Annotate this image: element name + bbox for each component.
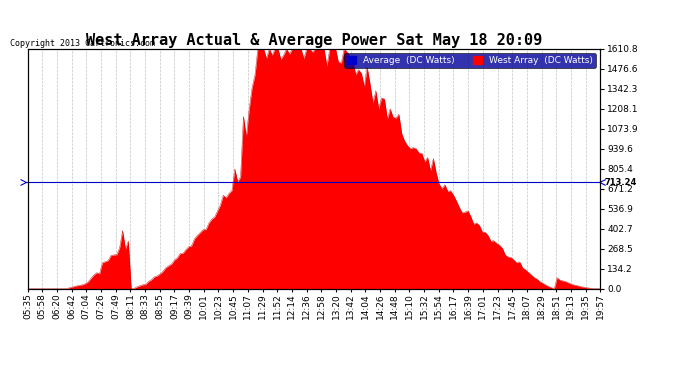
Text: 713.24: 713.24 [604,178,637,187]
Title: West Array Actual & Average Power Sat May 18 20:09: West Array Actual & Average Power Sat Ma… [86,33,542,48]
Text: Copyright 2013 Cartronics.com: Copyright 2013 Cartronics.com [10,39,155,48]
Legend: Average  (DC Watts), West Array  (DC Watts): Average (DC Watts), West Array (DC Watts… [344,53,595,68]
